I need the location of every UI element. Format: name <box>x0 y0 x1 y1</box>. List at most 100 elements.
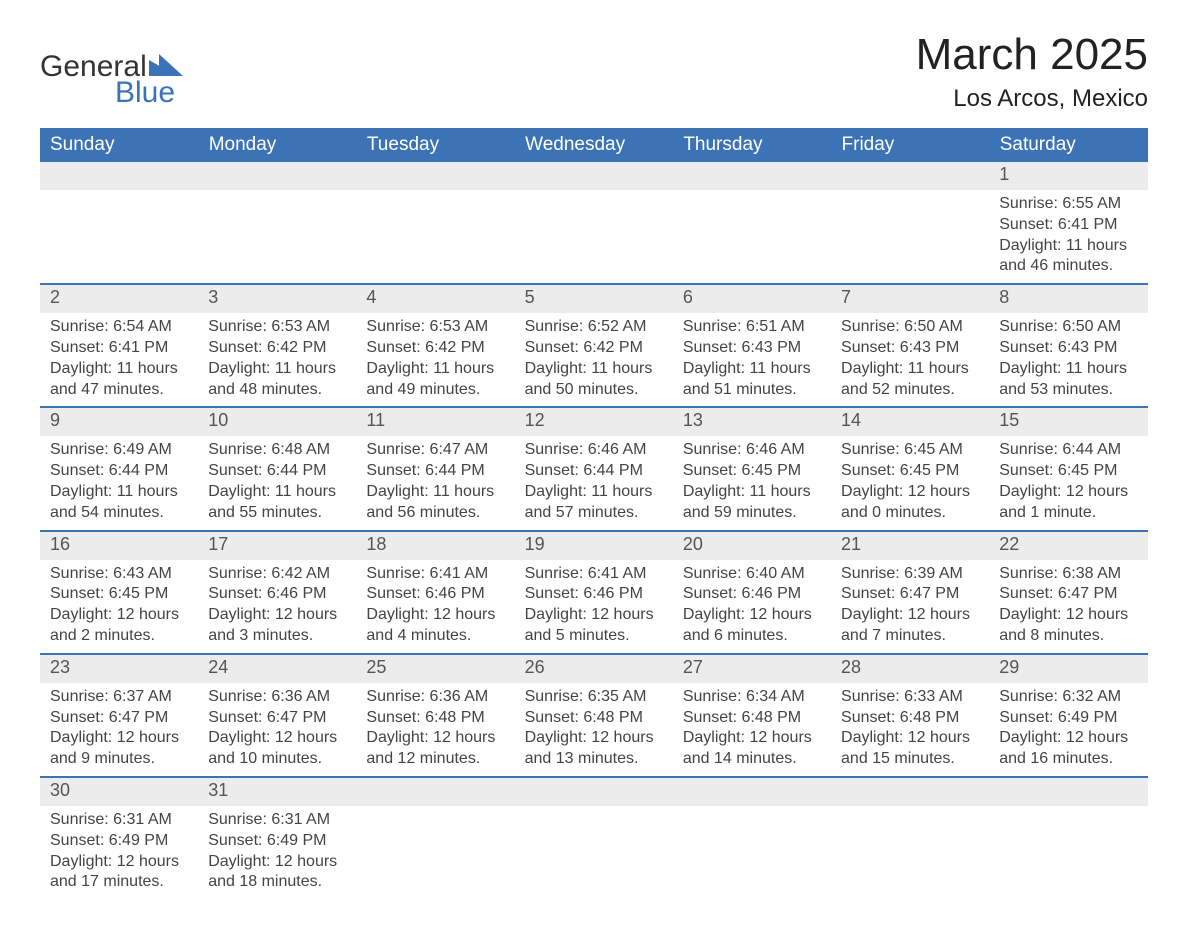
daylight-text: Daylight: 12 hours and 10 minutes. <box>208 728 346 770</box>
day-number-cell: 10 <box>198 407 356 436</box>
day-detail-cell <box>356 190 514 284</box>
day-number-cell <box>831 777 989 806</box>
sunrise-text: Sunrise: 6:50 AM <box>841 317 979 338</box>
sunrise-text: Sunrise: 6:40 AM <box>683 564 821 585</box>
day-detail-cell: Sunrise: 6:49 AMSunset: 6:44 PMDaylight:… <box>40 436 198 530</box>
day-number-cell: 22 <box>989 531 1147 560</box>
day-number-cell: 25 <box>356 654 514 683</box>
day-detail-cell: Sunrise: 6:31 AMSunset: 6:49 PMDaylight:… <box>40 806 198 899</box>
sunset-text: Sunset: 6:46 PM <box>683 584 821 605</box>
day-number-row: 23242526272829 <box>40 654 1148 683</box>
day-detail-cell: Sunrise: 6:48 AMSunset: 6:44 PMDaylight:… <box>198 436 356 530</box>
day-detail-cell: Sunrise: 6:50 AMSunset: 6:43 PMDaylight:… <box>831 313 989 407</box>
sunset-text: Sunset: 6:47 PM <box>50 708 188 729</box>
sunset-text: Sunset: 6:47 PM <box>841 584 979 605</box>
day-number-cell: 26 <box>515 654 673 683</box>
day-number-cell: 19 <box>515 531 673 560</box>
day-detail-cell: Sunrise: 6:54 AMSunset: 6:41 PMDaylight:… <box>40 313 198 407</box>
sunset-text: Sunset: 6:45 PM <box>683 461 821 482</box>
day-detail-cell: Sunrise: 6:37 AMSunset: 6:47 PMDaylight:… <box>40 683 198 777</box>
sunrise-text: Sunrise: 6:49 AM <box>50 440 188 461</box>
day-detail-cell: Sunrise: 6:41 AMSunset: 6:46 PMDaylight:… <box>356 560 514 654</box>
page-title: March 2025 <box>916 30 1148 80</box>
sunrise-text: Sunrise: 6:36 AM <box>366 687 504 708</box>
day-detail-cell: Sunrise: 6:52 AMSunset: 6:42 PMDaylight:… <box>515 313 673 407</box>
sunrise-text: Sunrise: 6:36 AM <box>208 687 346 708</box>
day-number-cell: 11 <box>356 407 514 436</box>
sunrise-text: Sunrise: 6:41 AM <box>366 564 504 585</box>
sunrise-text: Sunrise: 6:46 AM <box>683 440 821 461</box>
sunrise-text: Sunrise: 6:32 AM <box>999 687 1137 708</box>
day-number-row: 30 31 <box>40 777 1148 806</box>
day-number-row: 1 <box>40 162 1148 190</box>
day-number: 17 <box>208 534 228 554</box>
daylight-text: Daylight: 12 hours and 14 minutes. <box>683 728 821 770</box>
day-number-cell: 9 <box>40 407 198 436</box>
day-number-cell: 8 <box>989 284 1147 313</box>
sunset-text: Sunset: 6:43 PM <box>841 338 979 359</box>
day-detail-cell: Sunrise: 6:32 AMSunset: 6:49 PMDaylight:… <box>989 683 1147 777</box>
day-detail-cell: Sunrise: 6:44 AMSunset: 6:45 PMDaylight:… <box>989 436 1147 530</box>
day-number: 26 <box>525 657 545 677</box>
sunrise-text: Sunrise: 6:37 AM <box>50 687 188 708</box>
day-detail-cell: Sunrise: 6:51 AMSunset: 6:43 PMDaylight:… <box>673 313 831 407</box>
sunset-text: Sunset: 6:45 PM <box>841 461 979 482</box>
day-number-cell: 20 <box>673 531 831 560</box>
daylight-text: Daylight: 11 hours and 49 minutes. <box>366 359 504 401</box>
day-number-cell: 6 <box>673 284 831 313</box>
day-detail-cell <box>40 190 198 284</box>
day-number: 12 <box>525 410 545 430</box>
day-number-row: 2345678 <box>40 284 1148 313</box>
weekday-header: Monday <box>198 128 356 162</box>
day-detail-cell <box>198 190 356 284</box>
day-number-cell: 1 <box>989 162 1147 190</box>
sunrise-text: Sunrise: 6:41 AM <box>525 564 663 585</box>
sunset-text: Sunset: 6:43 PM <box>999 338 1137 359</box>
day-number-cell: 17 <box>198 531 356 560</box>
daylight-text: Daylight: 12 hours and 5 minutes. <box>525 605 663 647</box>
calendar-table: Sunday Monday Tuesday Wednesday Thursday… <box>40 128 1148 899</box>
daylight-text: Daylight: 11 hours and 50 minutes. <box>525 359 663 401</box>
sunset-text: Sunset: 6:47 PM <box>208 708 346 729</box>
day-detail-cell: Sunrise: 6:36 AMSunset: 6:47 PMDaylight:… <box>198 683 356 777</box>
weekday-header: Saturday <box>989 128 1147 162</box>
sunset-text: Sunset: 6:47 PM <box>999 584 1137 605</box>
day-number: 31 <box>208 780 228 800</box>
day-number: 24 <box>208 657 228 677</box>
day-number-row: 9101112131415 <box>40 407 1148 436</box>
sunrise-text: Sunrise: 6:53 AM <box>208 317 346 338</box>
sunrise-text: Sunrise: 6:33 AM <box>841 687 979 708</box>
sunset-text: Sunset: 6:42 PM <box>208 338 346 359</box>
daylight-text: Daylight: 12 hours and 18 minutes. <box>208 852 346 894</box>
sunrise-text: Sunrise: 6:39 AM <box>841 564 979 585</box>
logo-text-blue: Blue <box>115 76 183 110</box>
sunset-text: Sunset: 6:49 PM <box>999 708 1137 729</box>
day-number-cell: 2 <box>40 284 198 313</box>
sunset-text: Sunset: 6:49 PM <box>208 831 346 852</box>
sunrise-text: Sunrise: 6:48 AM <box>208 440 346 461</box>
sunset-text: Sunset: 6:46 PM <box>525 584 663 605</box>
daylight-text: Daylight: 11 hours and 51 minutes. <box>683 359 821 401</box>
day-number: 22 <box>999 534 1019 554</box>
day-detail-cell: Sunrise: 6:50 AMSunset: 6:43 PMDaylight:… <box>989 313 1147 407</box>
day-detail-row: Sunrise: 6:43 AMSunset: 6:45 PMDaylight:… <box>40 560 1148 654</box>
daylight-text: Daylight: 12 hours and 12 minutes. <box>366 728 504 770</box>
day-detail-cell <box>989 806 1147 899</box>
day-number-cell: 31 <box>198 777 356 806</box>
daylight-text: Daylight: 12 hours and 4 minutes. <box>366 605 504 647</box>
sunset-text: Sunset: 6:48 PM <box>366 708 504 729</box>
day-number-cell <box>673 777 831 806</box>
day-detail-cell: Sunrise: 6:40 AMSunset: 6:46 PMDaylight:… <box>673 560 831 654</box>
day-number-cell: 14 <box>831 407 989 436</box>
day-number: 30 <box>50 780 70 800</box>
day-number: 6 <box>683 287 693 307</box>
daylight-text: Daylight: 11 hours and 59 minutes. <box>683 482 821 524</box>
day-detail-cell: Sunrise: 6:31 AMSunset: 6:49 PMDaylight:… <box>198 806 356 899</box>
day-number-cell: 7 <box>831 284 989 313</box>
day-detail-row: Sunrise: 6:31 AMSunset: 6:49 PMDaylight:… <box>40 806 1148 899</box>
weekday-header: Thursday <box>673 128 831 162</box>
day-detail-cell: Sunrise: 6:46 AMSunset: 6:45 PMDaylight:… <box>673 436 831 530</box>
weekday-header: Friday <box>831 128 989 162</box>
sunset-text: Sunset: 6:44 PM <box>366 461 504 482</box>
daylight-text: Daylight: 11 hours and 55 minutes. <box>208 482 346 524</box>
